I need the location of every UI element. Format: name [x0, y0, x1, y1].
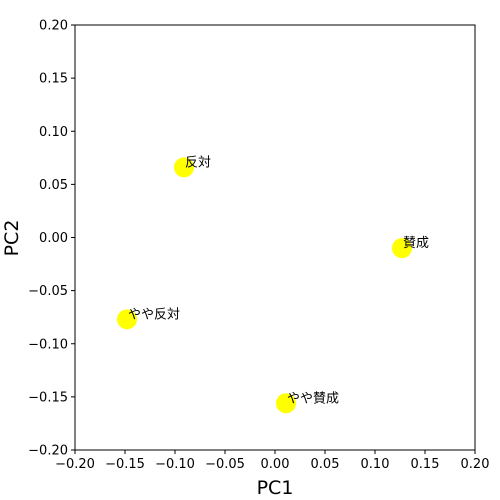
y-tick-label: 0.05 — [39, 178, 68, 193]
x-tick-label: 0.20 — [461, 457, 490, 472]
y-tick-label: 0.15 — [39, 72, 68, 87]
point-label: やや反対 — [128, 307, 180, 322]
y-tick-label: −0.15 — [28, 390, 68, 405]
point-label: 賛成 — [403, 236, 429, 251]
scatter-point — [117, 309, 137, 330]
y-tick-label: 0.00 — [39, 231, 68, 246]
x-tick-label: −0.10 — [155, 457, 195, 472]
x-tick-label: −0.20 — [55, 457, 95, 472]
x-tick-label: 0.10 — [361, 457, 390, 472]
point-label: やや賛成 — [287, 391, 339, 406]
point-label: 反対 — [185, 155, 211, 170]
x-axis-title: PC1 — [257, 477, 294, 499]
x-tick-label: 0.00 — [261, 457, 290, 472]
y-tick-label: −0.05 — [28, 284, 68, 299]
y-tick-label: −0.20 — [28, 444, 68, 459]
y-tick-label: −0.10 — [28, 337, 68, 352]
scatter-point — [174, 157, 194, 178]
scatter-point — [276, 393, 296, 414]
x-tick-label: −0.05 — [205, 457, 245, 472]
scatter-point — [392, 238, 412, 259]
x-tick-label: −0.15 — [105, 457, 145, 472]
x-tick-label: 0.15 — [411, 457, 440, 472]
y-tick-label: 0.10 — [39, 125, 68, 140]
y-axis-title: PC2 — [1, 220, 23, 257]
x-tick-label: 0.05 — [311, 457, 340, 472]
ticks-layer: −0.20 −0.15 −0.10 −0.05 0.00 0.05 0.10 0.15 0.20… — [28, 19, 489, 473]
y-tick-label: 0.20 — [39, 19, 68, 34]
